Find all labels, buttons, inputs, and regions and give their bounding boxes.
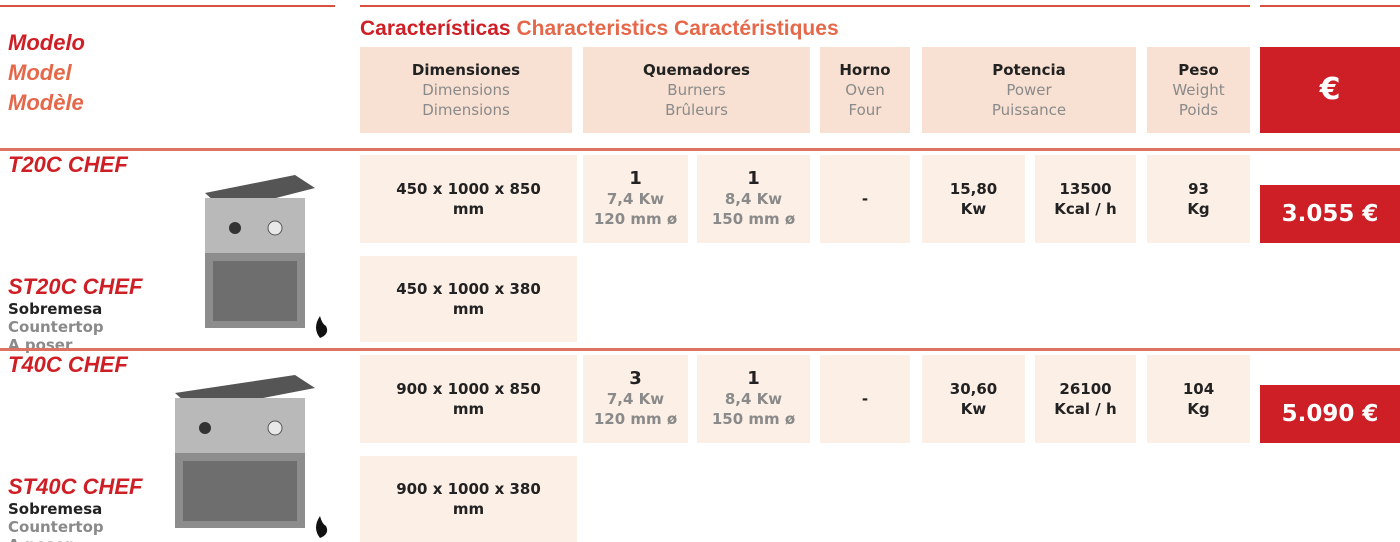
model-name: ST20C CHEF [8,274,143,299]
burner-text: 1 [747,168,760,189]
model-fr: Modèle [8,90,84,115]
column-header-text: Dimensions [422,101,510,119]
column-header: Potencia Power Puissance [922,47,1136,133]
column-header-text: Brûleurs [665,101,728,119]
column-header-text: Dimensiones [411,61,521,79]
burner: 1 8,4 Kw 150 mm ø [697,355,810,443]
burner-text: 1 [629,168,642,189]
weight: 104 Kg [1147,355,1250,443]
column-header-text: Horno [839,61,891,79]
column-header: Horno Oven Four [820,47,910,133]
model-name: T20C CHEF [8,152,128,177]
burner-text: 7,4 Kw [606,390,665,408]
power-kw: 15,80 Kw [922,155,1025,243]
burner-text: 7,4 Kw [606,190,665,208]
power-kw: 30,60 Kw [922,355,1025,443]
column-header: Peso Weight Poids [1147,47,1250,133]
column-header-text: Potencia [992,61,1066,79]
burner-text: 120 mm ø [593,210,678,228]
rule [0,348,1400,351]
column-header-text: Weight [1172,81,1225,99]
burner-text: 150 mm ø [711,410,796,428]
dimensions: 900 x 1000 x 380 mm [360,456,577,542]
rule [360,5,1250,7]
product-type: Countertop [8,518,104,536]
product-image [205,175,328,338]
column-header-text: Four [848,101,882,119]
column-header-text: Power [1006,81,1052,99]
product-type: Countertop [8,318,104,336]
burner-text: 8,4 Kw [724,390,783,408]
rule [0,148,1400,151]
model-es: Modelo [8,30,85,55]
characteristics-en: Characteristics [516,17,669,40]
model-name: T40C CHEF [8,352,128,377]
dimensions: 450 x 1000 x 850 mm [360,155,577,243]
column-header-text: Burners [667,81,726,99]
price-header: € [1260,47,1400,133]
product-type: Sobremesa [8,500,103,518]
characteristics: Características Characteristics Caractér… [360,17,839,41]
product-type: A poser [8,536,72,542]
column-header-text: Oven [845,81,885,99]
burner: 1 8,4 Kw 150 mm ø [697,155,810,243]
burner: 1 7,4 Kw 120 mm ø [583,155,688,243]
column-header-text: Dimensions [422,81,510,99]
column-header-text: Peso [1178,61,1219,79]
column-header: Quemadores Burners Brûleurs [583,47,810,133]
power-kcal: 26100 Kcal / h [1035,355,1136,443]
column-header-text: Poids [1178,101,1219,119]
burner-text: 3 [629,368,642,389]
product-type: Sobremesa [8,300,103,318]
product-image [175,375,328,538]
dimensions: 450 x 1000 x 380 mm [360,256,577,342]
oven: - [820,155,910,243]
characteristics-fr: Caractéristiques [674,17,839,40]
price: 3.055 € [1260,185,1400,243]
weight: 93 Kg [1147,155,1250,243]
model-name: ST40C CHEF [8,474,143,499]
column-header: Dimensiones Dimensions Dimensions [360,47,572,133]
oven: - [820,355,910,443]
rule [1260,5,1400,7]
column-header-text: Quemadores [643,61,750,79]
characteristics-es: Características [360,17,511,40]
model-en: Model [8,60,72,85]
burner-text: 1 [747,368,760,389]
power-kcal: 13500 Kcal / h [1035,155,1136,243]
dimensions: 900 x 1000 x 850 mm [360,355,577,443]
rule [0,5,335,7]
price: 5.090 € [1260,385,1400,443]
burner: 3 7,4 Kw 120 mm ø [583,355,688,443]
burner-text: 150 mm ø [711,210,796,228]
column-header-text: Puissance [991,101,1067,119]
burner-text: 8,4 Kw [724,190,783,208]
burner-text: 120 mm ø [593,410,678,428]
